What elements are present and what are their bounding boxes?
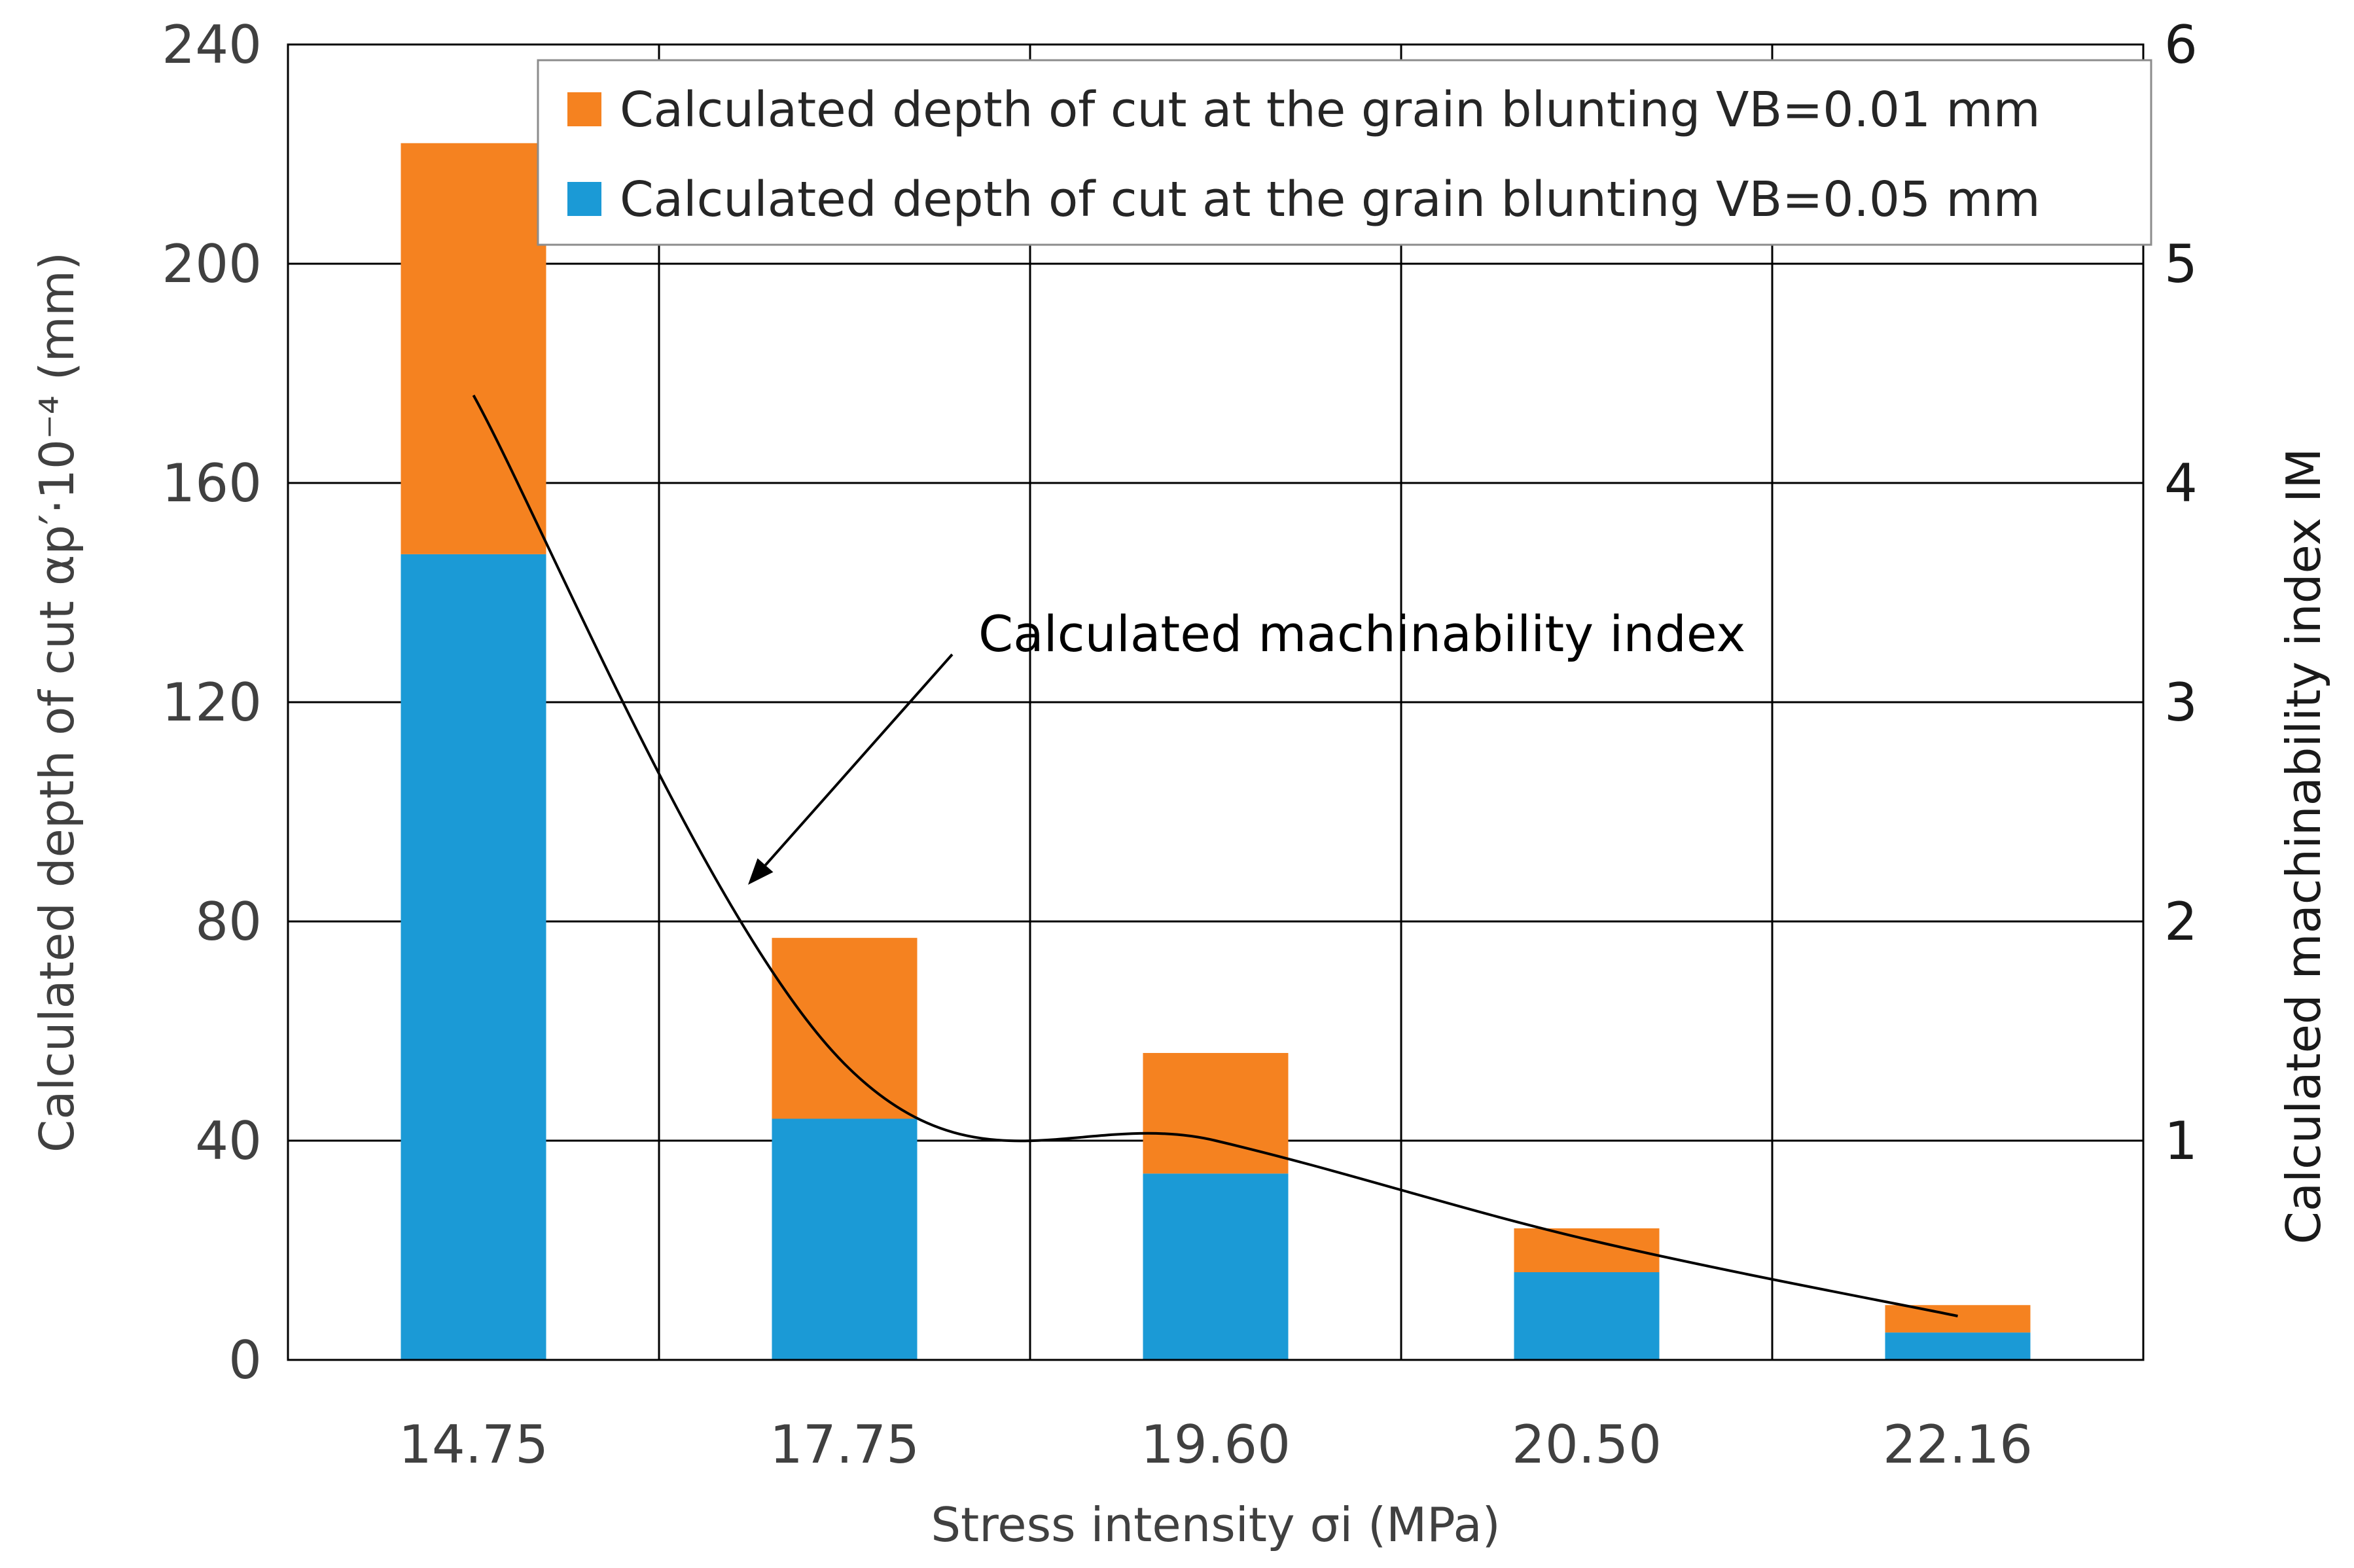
x-tick-label: 19.60 — [1141, 1414, 1291, 1475]
y2-axis-ticks: 1 2 3 4 5 6 — [2164, 14, 2198, 1171]
legend: Calculated depth of cut at the grain blu… — [537, 59, 2152, 246]
y2-tick-label: 2 — [2164, 891, 2198, 952]
legend-swatch — [567, 182, 601, 216]
bar-vb001 — [401, 143, 546, 554]
y-axis-ticks: 0 40 80 120 160 200 240 — [162, 14, 262, 1391]
y2-axis-title: Calculated machinability index IM — [2276, 448, 2331, 1245]
y-axis-title: Calculated depth of cut αp′·10⁻⁴ (mm) — [29, 252, 84, 1152]
bar-vb005 — [401, 554, 546, 1360]
x-axis-ticks: 14.75 17.75 19.60 20.50 22.16 — [399, 1414, 2033, 1475]
legend-swatch — [567, 92, 601, 126]
bars — [401, 143, 2031, 1360]
annotation: Calculated machinability index — [748, 605, 1745, 885]
bar-vb001 — [1143, 1053, 1289, 1174]
y2-tick-label: 6 — [2164, 14, 2198, 75]
x-tick-label: 20.50 — [1512, 1414, 1662, 1475]
y-tick-label: 40 — [195, 1111, 262, 1171]
y2-tick-label: 4 — [2164, 453, 2198, 514]
x-axis-title: Stress intensity σi (MPa) — [931, 1497, 1500, 1552]
y2-tick-label: 5 — [2164, 234, 2198, 294]
bar-vb005 — [1143, 1173, 1289, 1360]
annotation-arrow — [764, 653, 954, 866]
y2-tick-label: 1 — [2164, 1111, 2198, 1171]
machinability-line — [472, 395, 1958, 1317]
x-tick-label: 22.16 — [1883, 1414, 2033, 1475]
bar-vb001 — [772, 938, 918, 1119]
plot-frame — [287, 43, 2145, 1361]
annotation-text: Calculated machinability index — [978, 605, 1745, 663]
y-tick-label: 160 — [162, 453, 262, 514]
x-tick-label: 17.75 — [770, 1414, 919, 1475]
legend-box — [537, 59, 2152, 246]
y-tick-label: 0 — [228, 1330, 262, 1391]
y-tick-label: 80 — [195, 891, 262, 952]
bar-vb005 — [772, 1118, 918, 1360]
y-tick-label: 240 — [162, 14, 262, 75]
legend-label: Calculated depth of cut at the grain blu… — [620, 82, 2041, 138]
bar-vb005 — [1885, 1332, 2031, 1360]
annotation-arrowhead — [748, 858, 774, 885]
legend-label: Calculated depth of cut at the grain blu… — [620, 171, 2041, 228]
y-tick-label: 200 — [162, 234, 262, 294]
y-tick-label: 120 — [162, 672, 262, 733]
x-tick-label: 14.75 — [399, 1414, 548, 1475]
plot-border — [287, 43, 2145, 1361]
machinability-line-path — [472, 395, 1958, 1317]
y2-tick-label: 3 — [2164, 672, 2198, 733]
bar-vb001 — [1885, 1305, 2031, 1333]
bar-vb005 — [1514, 1272, 1660, 1360]
